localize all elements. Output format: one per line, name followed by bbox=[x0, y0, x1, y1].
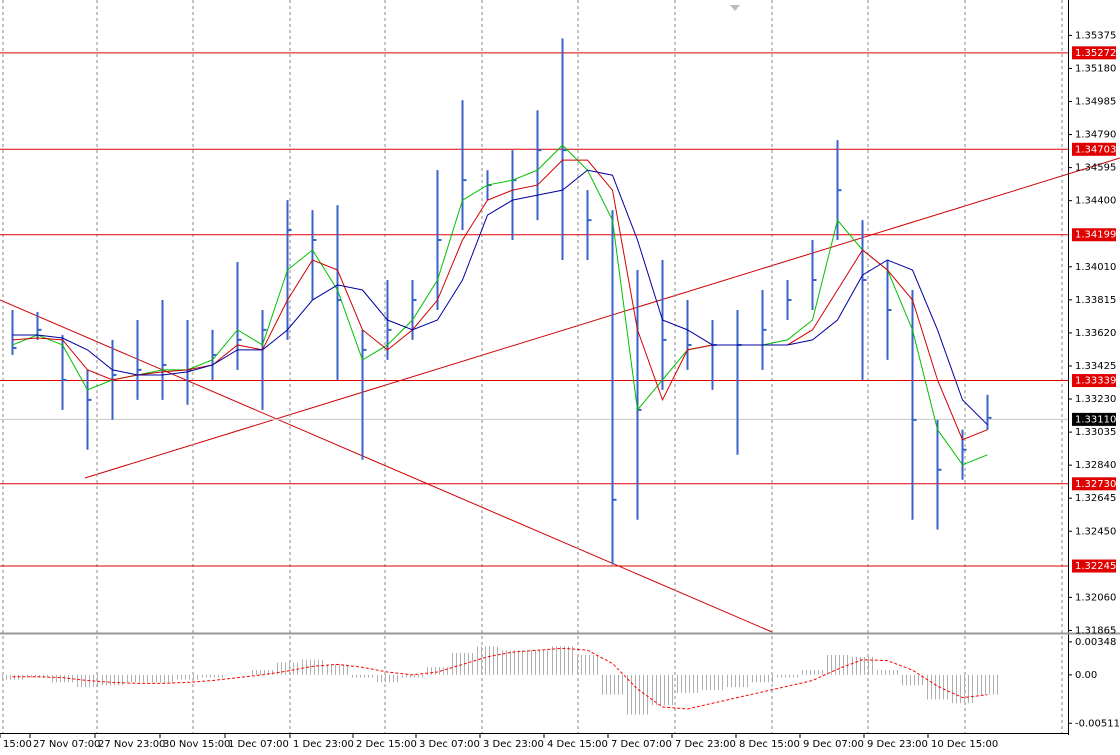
x-tick-label: 9 Dec 07:00 bbox=[803, 739, 864, 750]
y-tick-label: 1.34400 bbox=[1075, 196, 1116, 207]
last-price-box bbox=[1072, 412, 1116, 426]
x-tick-label: 7 Dec 23:00 bbox=[675, 739, 736, 750]
y-tick-label: 1.33620 bbox=[1075, 328, 1116, 339]
x-tick-label: 27 Nov 23:00 bbox=[98, 739, 165, 750]
level-label-box bbox=[1072, 142, 1116, 156]
x-tick-label: 3 Dec 23:00 bbox=[483, 739, 544, 750]
x-tick-label: 1 Dec 23:00 bbox=[293, 739, 354, 750]
moving-average bbox=[12, 144, 988, 466]
x-tick-label: 1 Dec 07:00 bbox=[228, 739, 289, 750]
x-tick-label: 2 Dec 15:00 bbox=[356, 739, 417, 750]
level-label: 1.35272 bbox=[1075, 48, 1116, 59]
y-tick-label: 1.33815 bbox=[1075, 295, 1116, 306]
shift-marker bbox=[730, 5, 740, 11]
signal-line bbox=[12, 647, 988, 710]
y-tick-label: 1.32060 bbox=[1075, 592, 1116, 603]
x-tick-label: 30 Nov 15:00 bbox=[163, 739, 230, 750]
level-label-box bbox=[1072, 228, 1116, 242]
y-tick-label: 0.00 bbox=[1075, 670, 1097, 681]
level-label: 1.32245 bbox=[1075, 561, 1116, 572]
y-tick-label: 1.31865 bbox=[1075, 625, 1116, 636]
y-tick-label: 1.33425 bbox=[1075, 361, 1116, 372]
y-tick-label: 1.32645 bbox=[1075, 493, 1116, 504]
y-tick-label: 0.00348 bbox=[1075, 637, 1116, 648]
level-label: 1.34199 bbox=[1075, 230, 1116, 241]
x-tick-label: 3 Dec 07:00 bbox=[419, 739, 480, 750]
level-label-box bbox=[1072, 374, 1116, 388]
x-tick-label: 7 Dec 07:00 bbox=[611, 739, 672, 750]
moving-average bbox=[12, 159, 988, 441]
y-tick-label: 1.33035 bbox=[1075, 427, 1116, 438]
y-tick-label: 1.32840 bbox=[1075, 460, 1116, 471]
last-price-label: 1.33110 bbox=[1075, 414, 1116, 425]
y-tick-label: 1.34985 bbox=[1075, 96, 1116, 107]
x-tick-label: 10 Dec 15:00 bbox=[931, 739, 998, 750]
y-tick-label: 1.34790 bbox=[1075, 130, 1116, 141]
y-tick-label: 1.34595 bbox=[1075, 163, 1116, 174]
level-label-box bbox=[1072, 477, 1116, 491]
trend-line bbox=[84, 157, 1120, 479]
y-tick-label: 1.35375 bbox=[1075, 30, 1116, 41]
y-tick-label: 1.34010 bbox=[1075, 262, 1116, 273]
x-tick-label: 4 Dec 15:00 bbox=[547, 739, 608, 750]
x-tick-label: 27 Nov 07:00 bbox=[33, 739, 100, 750]
level-label: 1.34703 bbox=[1075, 144, 1116, 155]
trend-line bbox=[0, 299, 773, 633]
level-label-box bbox=[1072, 559, 1116, 573]
x-tick-label: 8 Dec 15:00 bbox=[739, 739, 800, 750]
y-tick-label: -0.005116 bbox=[1075, 718, 1120, 729]
level-label: 1.33339 bbox=[1075, 376, 1116, 387]
moving-average bbox=[12, 169, 988, 426]
y-tick-label: 1.35180 bbox=[1075, 63, 1116, 74]
y-tick-label: 1.32450 bbox=[1075, 526, 1116, 537]
x-tick-label: 15:00 bbox=[3, 739, 32, 750]
x-tick-label: 9 Dec 23:00 bbox=[867, 739, 928, 750]
y-tick-label: 1.33230 bbox=[1075, 394, 1116, 405]
level-label-box bbox=[1072, 46, 1116, 60]
level-label: 1.32730 bbox=[1075, 479, 1116, 490]
